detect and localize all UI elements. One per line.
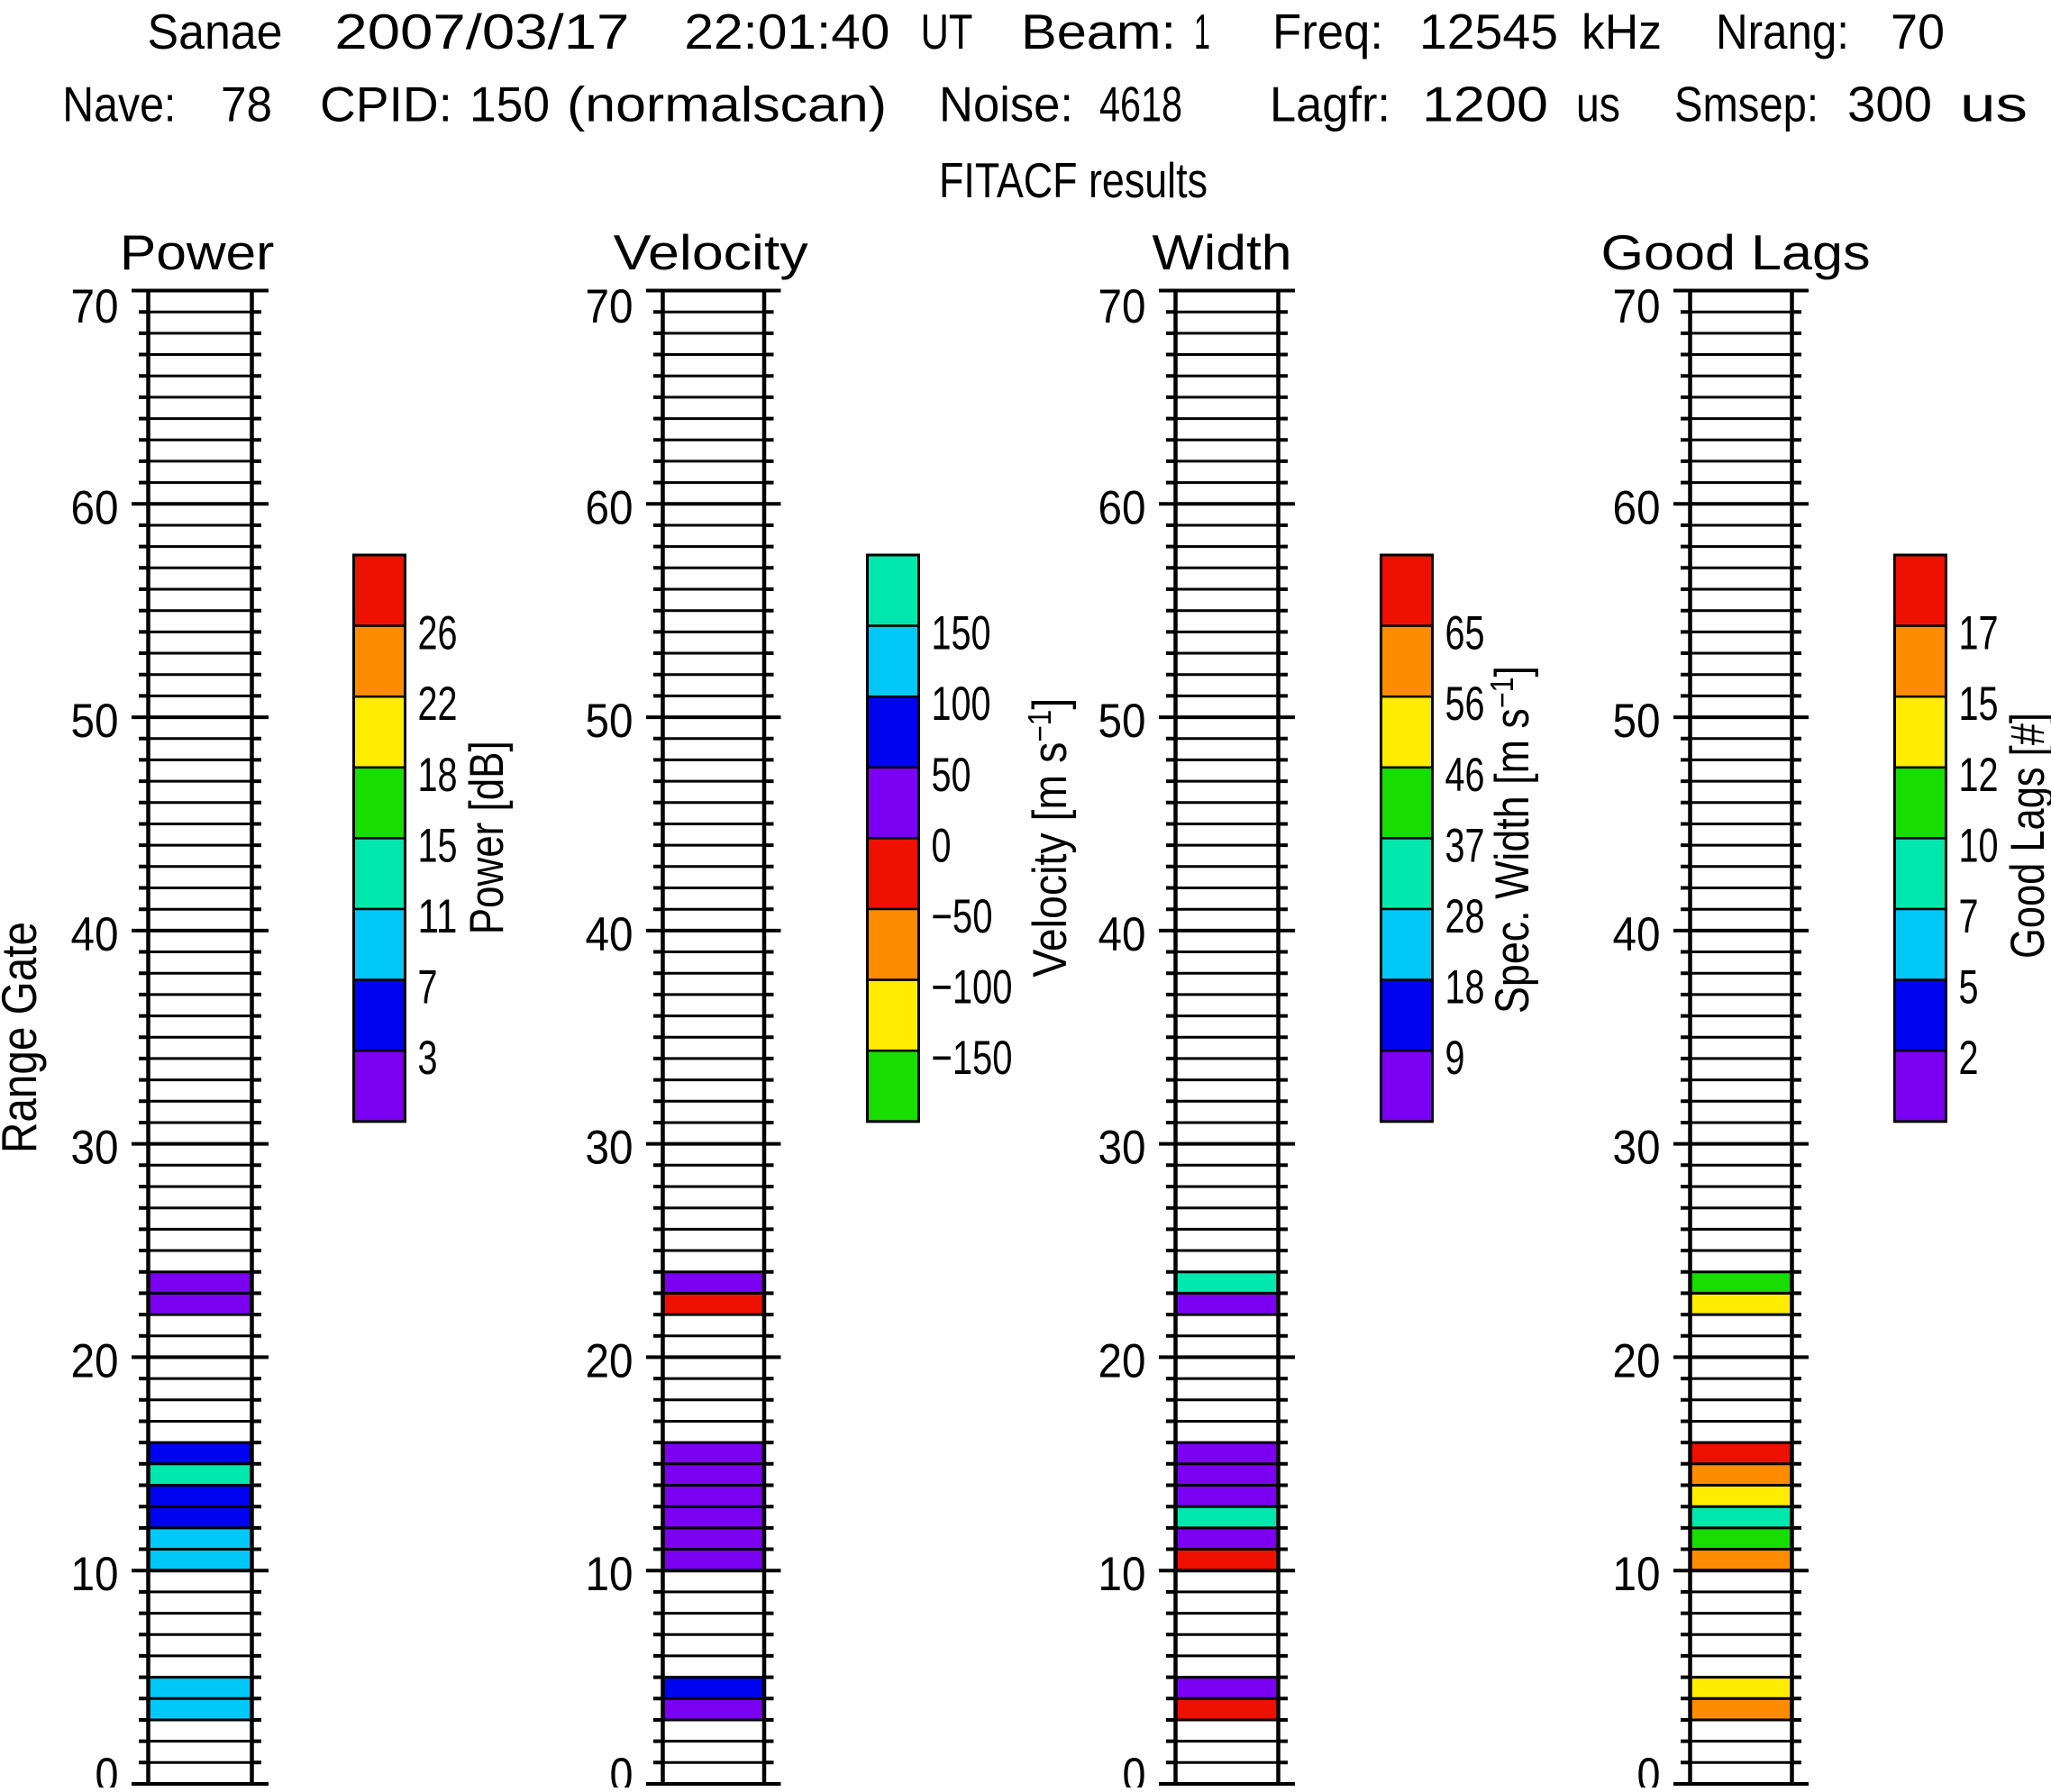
svg-text:Nave:: Nave: bbox=[62, 77, 176, 132]
svg-text:5: 5 bbox=[1959, 961, 1979, 1014]
svg-text:10: 10 bbox=[71, 1548, 119, 1601]
svg-text:20: 20 bbox=[586, 1334, 634, 1387]
svg-text:0: 0 bbox=[1637, 1749, 1661, 1787]
svg-text:Beam:: Beam: bbox=[1021, 4, 1176, 59]
svg-text:300: 300 bbox=[1847, 77, 1932, 132]
svg-text:50: 50 bbox=[71, 695, 119, 748]
svg-text:2007/03/17: 2007/03/17 bbox=[334, 4, 629, 59]
svg-text:CPID:: CPID: bbox=[320, 77, 452, 132]
svg-text:(normalscan): (normalscan) bbox=[567, 77, 887, 132]
svg-text:70: 70 bbox=[71, 280, 119, 333]
svg-text:Good Lags: Good Lags bbox=[1601, 224, 1871, 280]
svg-text:7: 7 bbox=[1959, 890, 1979, 943]
svg-text:kHz: kHz bbox=[1582, 4, 1662, 59]
svg-text:50: 50 bbox=[586, 695, 634, 748]
svg-text:20: 20 bbox=[1613, 1334, 1661, 1387]
svg-text:FITACF results: FITACF results bbox=[939, 152, 1208, 208]
svg-text:50: 50 bbox=[1098, 695, 1146, 748]
svg-text:12: 12 bbox=[1959, 749, 1999, 802]
svg-text:17: 17 bbox=[1959, 607, 1999, 660]
svg-text:Range Gate: Range Gate bbox=[0, 922, 47, 1153]
svg-text:Lagfr:: Lagfr: bbox=[1270, 77, 1390, 132]
svg-text:Power [dB]: Power [dB] bbox=[460, 741, 514, 934]
svg-text:150: 150 bbox=[469, 77, 550, 132]
svg-text:50: 50 bbox=[932, 749, 971, 802]
svg-text:65: 65 bbox=[1445, 607, 1485, 660]
svg-text:50: 50 bbox=[1613, 695, 1661, 748]
svg-text:30: 30 bbox=[1613, 1122, 1661, 1175]
svg-text:30: 30 bbox=[1098, 1122, 1146, 1175]
svg-text:1200: 1200 bbox=[1422, 77, 1548, 132]
svg-text:46: 46 bbox=[1445, 749, 1485, 802]
svg-text:22:01:40: 22:01:40 bbox=[684, 4, 889, 59]
svg-text:0: 0 bbox=[610, 1749, 634, 1787]
svg-text:15: 15 bbox=[1959, 678, 1999, 731]
svg-text:70: 70 bbox=[586, 280, 634, 333]
svg-text:26: 26 bbox=[418, 607, 458, 660]
svg-text:Spec. Width [m s−1]: Spec. Width [m s−1] bbox=[1483, 666, 1539, 1014]
svg-text:18: 18 bbox=[1445, 961, 1485, 1014]
svg-text:40: 40 bbox=[71, 908, 119, 961]
svg-text:18: 18 bbox=[418, 749, 458, 802]
svg-text:40: 40 bbox=[1098, 908, 1146, 961]
svg-text:Smsep:: Smsep: bbox=[1674, 77, 1819, 132]
svg-text:150: 150 bbox=[932, 607, 991, 660]
svg-text:Velocity [m s−1]: Velocity [m s−1] bbox=[1021, 698, 1077, 978]
svg-text:60: 60 bbox=[1098, 481, 1146, 534]
svg-text:0: 0 bbox=[932, 819, 952, 872]
svg-text:10: 10 bbox=[1613, 1548, 1661, 1601]
svg-text:3: 3 bbox=[418, 1032, 438, 1085]
svg-text:60: 60 bbox=[1613, 481, 1661, 534]
svg-text:10: 10 bbox=[586, 1548, 634, 1601]
svg-text:70: 70 bbox=[1098, 280, 1146, 333]
svg-text:40: 40 bbox=[1613, 908, 1661, 961]
svg-text:60: 60 bbox=[586, 481, 634, 534]
svg-text:4618: 4618 bbox=[1099, 77, 1182, 132]
svg-text:2: 2 bbox=[1959, 1032, 1979, 1085]
svg-text:22: 22 bbox=[418, 678, 458, 731]
svg-text:9: 9 bbox=[1445, 1032, 1465, 1085]
svg-text:0: 0 bbox=[1123, 1749, 1146, 1787]
svg-text:Width: Width bbox=[1153, 224, 1292, 280]
svg-text:60: 60 bbox=[71, 481, 119, 534]
svg-text:10: 10 bbox=[1959, 819, 1999, 872]
svg-text:Sanae: Sanae bbox=[148, 4, 283, 59]
svg-text:78: 78 bbox=[221, 77, 272, 132]
svg-text:12545: 12545 bbox=[1419, 4, 1558, 59]
svg-text:30: 30 bbox=[586, 1122, 634, 1175]
svg-text:37: 37 bbox=[1445, 819, 1485, 872]
svg-text:28: 28 bbox=[1445, 890, 1485, 943]
svg-text:11: 11 bbox=[418, 890, 458, 943]
svg-text:−100: −100 bbox=[932, 961, 1013, 1014]
svg-text:70: 70 bbox=[1891, 4, 1945, 59]
svg-text:30: 30 bbox=[71, 1122, 119, 1175]
svg-text:−50: −50 bbox=[932, 890, 993, 943]
svg-text:Velocity: Velocity bbox=[614, 224, 809, 280]
svg-text:40: 40 bbox=[586, 908, 634, 961]
svg-text:70: 70 bbox=[1613, 280, 1661, 333]
svg-text:Noise:: Noise: bbox=[939, 77, 1073, 132]
svg-text:20: 20 bbox=[1098, 1334, 1146, 1387]
svg-text:0: 0 bbox=[96, 1749, 119, 1787]
svg-text:7: 7 bbox=[418, 961, 438, 1014]
svg-text:us: us bbox=[1960, 77, 2028, 132]
svg-text:−150: −150 bbox=[932, 1032, 1013, 1085]
svg-text:56: 56 bbox=[1445, 678, 1485, 731]
svg-text:10: 10 bbox=[1098, 1548, 1146, 1601]
svg-text:Power: Power bbox=[120, 224, 275, 280]
svg-text:us: us bbox=[1576, 77, 1620, 132]
svg-text:Freq:: Freq: bbox=[1272, 4, 1383, 59]
svg-text:20: 20 bbox=[71, 1334, 119, 1387]
svg-text:1: 1 bbox=[1194, 4, 1210, 59]
svg-text:15: 15 bbox=[418, 819, 458, 872]
svg-text:Nrang:: Nrang: bbox=[1716, 4, 1849, 59]
svg-text:Good Lags [#]: Good Lags [#] bbox=[2001, 713, 2051, 959]
svg-text:100: 100 bbox=[932, 678, 991, 731]
svg-text:UT: UT bbox=[921, 4, 973, 59]
